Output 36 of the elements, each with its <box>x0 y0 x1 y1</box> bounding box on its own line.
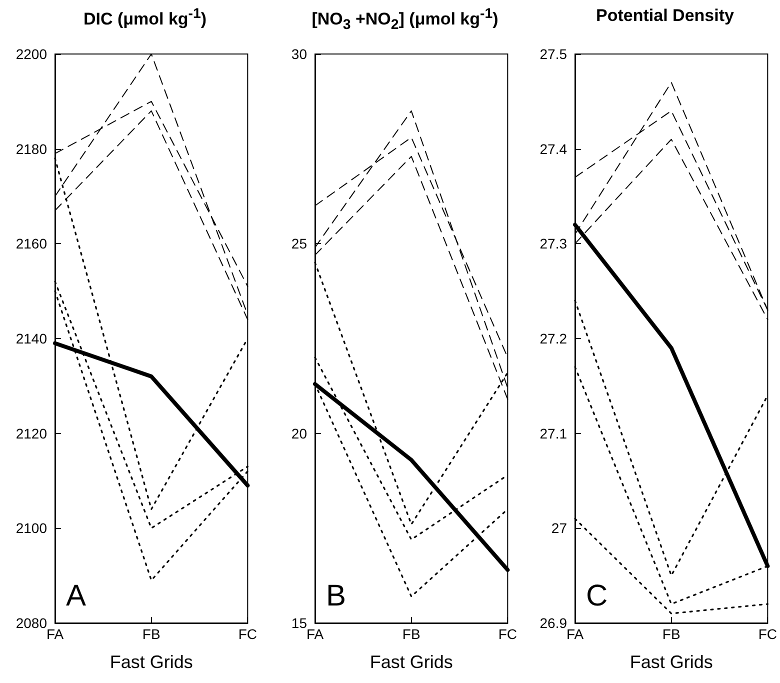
y-tick-label: 2100 <box>16 520 48 536</box>
x-tick-label: FA <box>566 626 584 642</box>
y-tick-label: 26.9 <box>540 615 568 631</box>
y-tick-label: 2120 <box>16 425 48 442</box>
annotation: B <box>326 580 346 612</box>
x-tick-label: FA <box>46 626 64 642</box>
y-tick-label: 27.5 <box>540 46 568 62</box>
x-axis-title: Fast Grids <box>110 652 193 672</box>
y-tick-label: 2180 <box>16 140 48 157</box>
y-tick-label: 27 <box>551 520 568 536</box>
y-tick-label: 27.3 <box>540 236 568 252</box>
chart-title: [NO$_{3}$ +NO$_{2}$] (μmol kg$^{-1}$) <box>310 6 500 34</box>
chart-title: DIC (μmol kg$^{-1}$) <box>82 6 208 30</box>
chart-title: Potential Density <box>595 6 735 26</box>
x-axis-title: Fast Grids <box>370 652 453 672</box>
y-tick-label: 27.1 <box>540 425 568 442</box>
x-axis-title: Fast Grids <box>630 652 713 672</box>
y-tick-label: 2140 <box>16 330 48 346</box>
y-tick-label: 15 <box>291 615 308 631</box>
annotation: C <box>586 580 608 612</box>
x-tick-label: FB <box>142 626 160 642</box>
y-tick-label: 30 <box>291 46 308 62</box>
x-tick-label: FC <box>758 626 778 642</box>
y-tick-label: 2200 <box>16 46 48 62</box>
annotation: A <box>66 580 86 612</box>
y-tick-label: 25 <box>291 236 308 252</box>
x-tick-label: FC <box>238 626 258 642</box>
y-tick-label: 27.2 <box>540 330 568 346</box>
x-tick-label: FA <box>306 626 324 642</box>
y-tick-label: 2160 <box>16 236 48 252</box>
y-tick-label: 2080 <box>16 615 48 631</box>
x-tick-label: FC <box>498 626 518 642</box>
y-tick-label: 27.4 <box>540 140 568 157</box>
x-tick-label: FB <box>662 626 680 642</box>
x-tick-label: FB <box>402 626 420 642</box>
y-tick-label: 20 <box>291 425 308 442</box>
